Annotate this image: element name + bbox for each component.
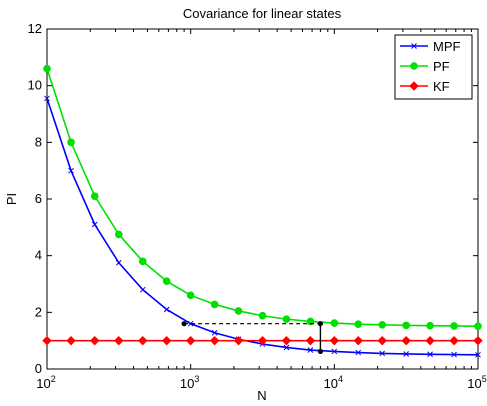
data-point-kf: [161, 335, 172, 346]
annotations: [181, 321, 324, 355]
series-kf: [42, 335, 483, 346]
data-point-mpf: [163, 306, 170, 313]
data-point-pf: [330, 319, 339, 327]
data-point-kf: [473, 335, 483, 346]
data-point-mpf: [211, 329, 218, 336]
data-point-kf: [353, 335, 363, 346]
axis-ticks: [46, 28, 479, 370]
legend-label: PF: [433, 59, 450, 74]
data-point-kf: [281, 335, 292, 346]
y-axis-label: PI: [4, 193, 19, 205]
data-point-mpf: [91, 221, 98, 228]
x-axis-label: N: [257, 388, 266, 403]
data-point-kf: [305, 335, 316, 346]
series-layer: [42, 64, 483, 358]
data-point-mpf: [451, 351, 457, 358]
data-point-pf: [354, 320, 363, 329]
y-tick-label-5: 10: [28, 78, 42, 93]
data-point-pf: [282, 315, 291, 323]
data-point-kf: [66, 335, 76, 346]
annotation-point-2: [317, 348, 324, 355]
data-point-mpf: [475, 351, 481, 358]
data-point-mpf: [355, 349, 362, 356]
data-point-mpf: [379, 350, 386, 357]
data-point-pf: [162, 277, 171, 285]
legend-marker: [410, 62, 418, 70]
annotation-point-0: [181, 321, 187, 327]
legend-entry-pf: PF: [400, 59, 450, 74]
data-point-pf: [90, 192, 99, 200]
data-point-mpf: [187, 320, 194, 327]
data-point-mpf: [139, 286, 146, 293]
data-point-kf: [401, 335, 411, 346]
y-tick-label-3: 6: [35, 191, 42, 206]
data-point-pf: [210, 300, 219, 309]
series-pf: [43, 64, 482, 331]
data-point-pf: [378, 321, 387, 329]
data-point-pf: [114, 230, 123, 239]
data-point-pf: [43, 64, 51, 73]
y-tick-labels: 0 2 4 6 8 10 12: [28, 21, 42, 376]
legend-label: MPF: [433, 39, 461, 54]
legend: MPF PF KF: [394, 34, 473, 100]
y-tick-label-0: 0: [35, 361, 42, 376]
legend-entries: MPF PF KF: [400, 39, 461, 94]
data-point-kf: [42, 335, 52, 346]
legend-entry-kf: KF: [400, 79, 450, 94]
data-point-mpf: [403, 351, 410, 357]
x-tick-label-3: 105: [467, 374, 486, 391]
y-tick-label-1: 2: [35, 304, 42, 319]
y-tick-label-4: 8: [35, 134, 42, 149]
data-point-pf: [138, 257, 147, 266]
chart-title: Covariance for linear states: [183, 6, 342, 21]
data-point-kf: [138, 335, 148, 346]
data-point-pf: [450, 322, 458, 330]
legend-label: KF: [433, 79, 450, 94]
x-tick-label-2: 104: [324, 374, 343, 391]
data-point-kf: [425, 335, 435, 346]
data-point-mpf: [115, 259, 122, 266]
x-tick-labels: 102 103 104 105: [36, 374, 486, 391]
x-tick-label-1: 103: [180, 374, 199, 391]
x-tick-label-0: 102: [36, 374, 55, 391]
data-point-pf: [258, 311, 267, 320]
data-point-pf: [67, 138, 75, 147]
data-point-mpf: [307, 347, 314, 353]
legend-entry-mpf: MPF: [400, 39, 461, 54]
data-point-pf: [306, 317, 315, 326]
legend-marker: [409, 81, 419, 91]
data-point-pf: [402, 321, 410, 330]
data-point-kf: [377, 335, 387, 346]
data-point-pf: [234, 307, 243, 315]
data-point-kf: [329, 335, 340, 346]
data-point-kf: [114, 335, 124, 346]
data-point-mpf: [427, 351, 433, 358]
data-point-pf: [426, 321, 434, 330]
data-point-kf: [449, 335, 459, 346]
data-point-kf: [257, 335, 268, 346]
data-point-pf: [474, 322, 482, 331]
annotation-point-1: [317, 321, 324, 327]
data-point-kf: [209, 335, 220, 346]
data-point-mpf: [331, 348, 338, 355]
data-point-mpf: [44, 95, 50, 102]
data-point-pf: [186, 291, 195, 300]
y-tick-label-2: 4: [35, 248, 42, 263]
legend-marker: [411, 43, 417, 49]
data-point-kf: [185, 335, 196, 346]
data-point-mpf: [68, 167, 74, 174]
data-point-mpf: [283, 344, 290, 351]
data-point-kf: [233, 335, 244, 346]
y-tick-label-6: 12: [28, 21, 42, 36]
data-point-kf: [90, 335, 100, 346]
